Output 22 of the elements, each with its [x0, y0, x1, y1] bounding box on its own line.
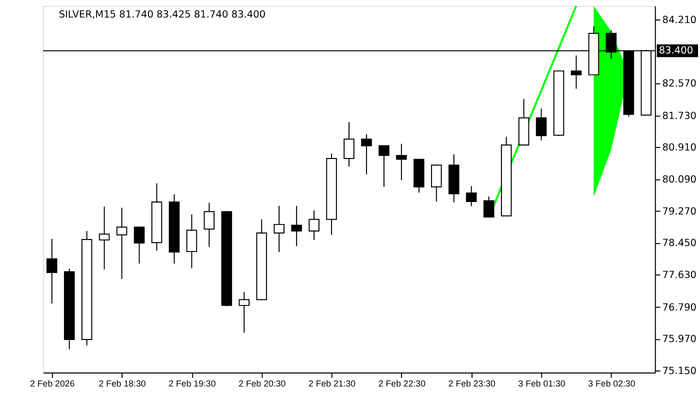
ref-line-label: 83.400	[658, 46, 694, 57]
y-tick-label: 82.570	[662, 78, 697, 90]
y-tick-label: 81.730	[662, 110, 697, 122]
x-tick-label: 2 Feb 21:30	[308, 378, 356, 389]
y-tick-label: 77.630	[662, 270, 697, 281]
x-tick-label: 2 Feb 20:30	[238, 378, 286, 389]
y-tick-label: 75.970	[662, 334, 697, 346]
x-tick-label: 2 Feb 18:30	[98, 378, 146, 389]
y-tick-label: 80.090	[662, 174, 697, 186]
y-tick-label: 76.790	[662, 302, 697, 314]
x-tick-label: 2 Feb 22:30	[378, 378, 426, 389]
y-tick-label: 79.270	[662, 206, 697, 218]
y-tick-label: 78.450	[662, 238, 697, 250]
x-tick-label: 2 Feb 23:30	[448, 378, 496, 389]
x-tick-label: 3 Feb 02:30	[588, 378, 636, 389]
y-tick-label: 80.910	[662, 142, 697, 154]
x-tick-label: 3 Feb 01:30	[518, 378, 566, 389]
x-tick-label: 2 Feb 2026	[30, 378, 75, 389]
y-tick-label: 75.150	[662, 366, 697, 377]
x-tick-label: 2 Feb 19:30	[168, 378, 216, 389]
chart-title: SILVER,M15 81.740 83.425 81.740 83.400	[58, 10, 266, 21]
y-tick-label: 84.210	[662, 14, 697, 26]
